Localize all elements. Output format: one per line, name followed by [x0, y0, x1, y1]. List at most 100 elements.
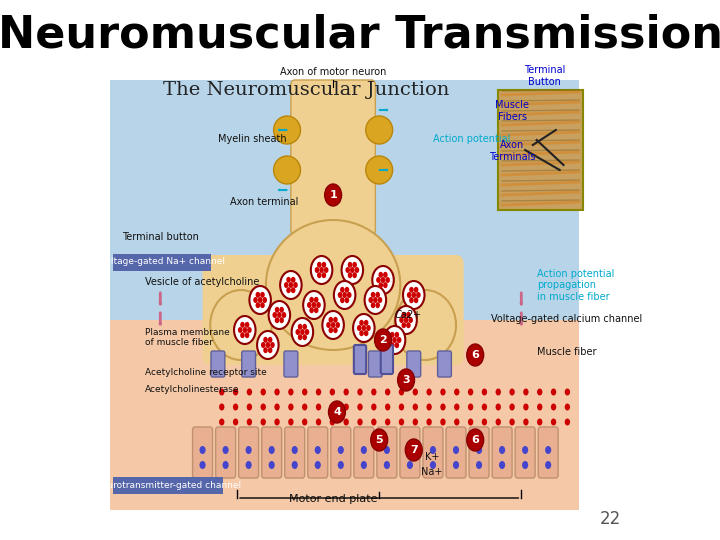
Circle shape	[468, 388, 473, 395]
FancyBboxPatch shape	[211, 351, 225, 377]
Circle shape	[261, 418, 266, 426]
Text: Vesicle of acetylcholine: Vesicle of acetylcholine	[145, 277, 259, 287]
Circle shape	[311, 256, 333, 284]
Text: Axon
Terminals: Axon Terminals	[489, 140, 536, 162]
Circle shape	[414, 287, 418, 293]
Circle shape	[467, 344, 484, 366]
FancyBboxPatch shape	[284, 427, 305, 478]
Circle shape	[261, 342, 266, 348]
Circle shape	[305, 329, 310, 335]
FancyBboxPatch shape	[407, 351, 420, 377]
Circle shape	[385, 388, 390, 395]
Circle shape	[440, 418, 446, 426]
Circle shape	[399, 317, 404, 323]
Circle shape	[346, 267, 350, 273]
Circle shape	[253, 297, 258, 303]
Circle shape	[246, 461, 252, 469]
Circle shape	[263, 297, 267, 303]
Circle shape	[243, 327, 247, 333]
Circle shape	[322, 262, 326, 268]
Circle shape	[390, 332, 395, 338]
Circle shape	[371, 429, 387, 451]
Circle shape	[395, 332, 399, 338]
Circle shape	[495, 403, 501, 410]
Circle shape	[499, 461, 505, 469]
Circle shape	[293, 282, 298, 288]
Circle shape	[564, 388, 570, 395]
Circle shape	[371, 388, 377, 395]
FancyBboxPatch shape	[110, 80, 579, 510]
Ellipse shape	[274, 116, 300, 144]
Circle shape	[256, 302, 260, 308]
Circle shape	[291, 277, 295, 283]
Circle shape	[338, 461, 344, 469]
FancyBboxPatch shape	[515, 427, 535, 478]
Circle shape	[316, 418, 321, 426]
Text: 6: 6	[472, 350, 479, 360]
Circle shape	[298, 334, 302, 340]
Circle shape	[341, 256, 363, 284]
Circle shape	[403, 281, 425, 309]
FancyBboxPatch shape	[215, 427, 235, 478]
Circle shape	[282, 312, 287, 318]
Circle shape	[315, 446, 321, 454]
Circle shape	[413, 418, 418, 426]
Ellipse shape	[366, 156, 392, 184]
Circle shape	[399, 418, 404, 426]
Circle shape	[325, 184, 341, 206]
Circle shape	[408, 317, 413, 323]
Circle shape	[381, 277, 385, 283]
Circle shape	[416, 292, 420, 298]
Circle shape	[359, 320, 364, 326]
FancyBboxPatch shape	[381, 345, 393, 374]
Circle shape	[537, 403, 542, 410]
Circle shape	[246, 446, 252, 454]
Circle shape	[482, 418, 487, 426]
Circle shape	[274, 403, 280, 410]
Circle shape	[564, 418, 570, 426]
Circle shape	[375, 302, 380, 308]
Circle shape	[279, 307, 284, 313]
Circle shape	[328, 401, 346, 423]
Text: Acetylcholine receptor site: Acetylcholine receptor site	[145, 368, 266, 377]
Circle shape	[277, 312, 282, 318]
Circle shape	[222, 446, 229, 454]
Circle shape	[509, 418, 515, 426]
Circle shape	[333, 327, 338, 333]
Text: Ca2+: Ca2+	[395, 310, 422, 320]
Circle shape	[219, 418, 225, 426]
Circle shape	[352, 262, 357, 268]
Circle shape	[330, 322, 336, 328]
Circle shape	[261, 403, 266, 410]
Circle shape	[545, 461, 552, 469]
Text: Plasma membrane
of muscle fiber: Plasma membrane of muscle fiber	[145, 328, 230, 347]
Circle shape	[240, 322, 245, 328]
Circle shape	[340, 287, 345, 293]
Text: The Neuromuscular Junction: The Neuromuscular Junction	[163, 81, 449, 99]
Text: 7: 7	[410, 445, 418, 455]
Circle shape	[509, 388, 515, 395]
FancyBboxPatch shape	[354, 345, 366, 374]
Circle shape	[245, 332, 249, 338]
Circle shape	[392, 337, 397, 343]
Circle shape	[537, 388, 542, 395]
Circle shape	[357, 325, 361, 331]
Circle shape	[307, 302, 312, 308]
Circle shape	[551, 403, 557, 410]
Circle shape	[312, 302, 316, 308]
Circle shape	[338, 292, 342, 298]
Ellipse shape	[274, 156, 300, 184]
FancyBboxPatch shape	[114, 254, 211, 271]
Circle shape	[295, 329, 300, 335]
FancyBboxPatch shape	[202, 255, 464, 365]
Circle shape	[249, 286, 271, 314]
Circle shape	[257, 331, 279, 359]
Text: Terminal
Button: Terminal Button	[523, 65, 565, 87]
Circle shape	[523, 418, 528, 426]
Circle shape	[326, 322, 330, 328]
Circle shape	[384, 326, 405, 354]
Circle shape	[495, 388, 501, 395]
Text: 1: 1	[329, 190, 337, 200]
Circle shape	[287, 277, 291, 283]
FancyBboxPatch shape	[446, 427, 466, 478]
